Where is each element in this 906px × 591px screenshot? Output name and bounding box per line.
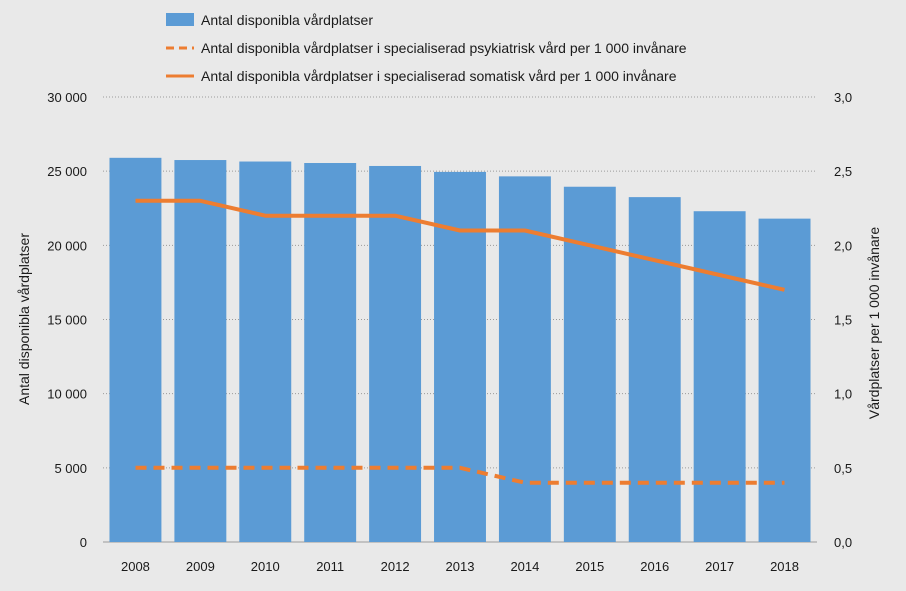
left-tick-label: 10 000 bbox=[47, 387, 87, 402]
left-axis-title: Antal disponibla vårdplatser bbox=[16, 233, 32, 405]
bars bbox=[109, 157, 811, 543]
legend-label-somatisk: Antal disponibla vårdplatser i specialis… bbox=[201, 68, 677, 84]
x-tick-label: 2014 bbox=[510, 559, 539, 574]
legend-label-psykiatrisk: Antal disponibla vårdplatser i specialis… bbox=[201, 40, 687, 56]
left-tick-label: 25 000 bbox=[47, 164, 87, 179]
left-tick-label: 15 000 bbox=[47, 313, 87, 328]
right-tick-label: 1,5 bbox=[834, 313, 852, 328]
x-tick-label: 2010 bbox=[251, 559, 280, 574]
left-tick-label: 30 000 bbox=[47, 90, 87, 105]
bar bbox=[304, 163, 357, 542]
x-tick-label: 2008 bbox=[121, 559, 150, 574]
left-tick-label: 20 000 bbox=[47, 238, 87, 253]
x-tick-label: 2011 bbox=[316, 559, 344, 574]
bar bbox=[174, 160, 227, 542]
legend-label-bars: Antal disponibla vårdplatser bbox=[201, 12, 373, 28]
x-tick-label: 2015 bbox=[575, 559, 604, 574]
bar bbox=[758, 218, 811, 542]
legend-swatch-bars bbox=[166, 13, 194, 26]
series-lines bbox=[135, 198, 785, 485]
right-tick-label: 1,0 bbox=[834, 387, 852, 402]
series-line-psykiatrisk bbox=[135, 465, 785, 485]
right-tick-label: 2,5 bbox=[834, 164, 852, 179]
bar bbox=[434, 171, 486, 543]
bar bbox=[628, 197, 681, 542]
x-tick-label: 2016 bbox=[640, 559, 669, 574]
right-tick-label: 3,0 bbox=[834, 90, 852, 105]
right-tick-label: 0,5 bbox=[834, 461, 852, 476]
x-tick-label: 2013 bbox=[446, 559, 475, 574]
right-axis-title: Vårdplatser per 1 000 invånare bbox=[866, 227, 882, 419]
x-tick-label: 2018 bbox=[770, 559, 799, 574]
x-tick-label: 2012 bbox=[381, 559, 410, 574]
bar bbox=[239, 161, 292, 542]
left-axis-ticks: 0 5 000 10 000 15 000 20 000 25 000 30 000 bbox=[47, 90, 87, 550]
right-tick-label: 2,0 bbox=[834, 238, 852, 253]
x-axis-ticks: 2008 2009 2010 2011 2012 2013 2014 2015 2016 2017… bbox=[121, 559, 799, 574]
x-tick-label: 2009 bbox=[186, 559, 215, 574]
left-tick-label: 5 000 bbox=[54, 461, 87, 476]
left-tick-label: 0 bbox=[80, 535, 87, 550]
x-tick-label: 2017 bbox=[705, 559, 734, 574]
right-axis-ticks: 0,0 0,5 1,0 1,5 2,0 2,5 3,0 bbox=[834, 90, 852, 550]
bar bbox=[369, 165, 422, 542]
bar bbox=[109, 157, 162, 543]
legend: Antal disponibla vårdplatser Antal dispo… bbox=[166, 12, 687, 84]
bar bbox=[498, 176, 551, 542]
right-tick-label: 0,0 bbox=[834, 535, 852, 550]
bar bbox=[693, 211, 746, 542]
